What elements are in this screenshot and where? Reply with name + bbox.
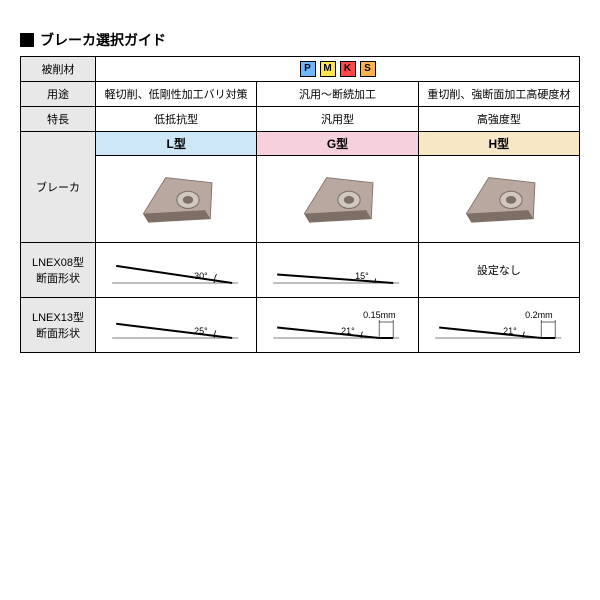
title-bullet-icon <box>20 33 34 47</box>
cross-section-icon: 15° <box>261 247 413 291</box>
lnex13-cell-0: 25° <box>96 298 257 353</box>
table-row-lnex08: LNEX08型 断面形状 30° 15° 設定なし <box>21 243 580 298</box>
row-label-material: 被削材 <box>21 57 96 82</box>
feature-cell-1: 汎用型 <box>257 107 418 132</box>
cross-section-icon: 25° <box>100 302 252 346</box>
material-badge-k: K <box>340 61 356 77</box>
svg-text:30°: 30° <box>194 271 208 281</box>
breaker-img-cell-2 <box>418 156 579 243</box>
cross-section-icon: 21° 0.2mm <box>423 302 575 346</box>
feature-cell-2: 高強度型 <box>418 107 579 132</box>
table-row-breaker-img <box>21 156 580 243</box>
material-badge-p: P <box>300 61 316 77</box>
lnex13-cell-1: 21° 0.15mm <box>257 298 418 353</box>
cross-section-icon: 21° 0.15mm <box>261 302 413 346</box>
usage-cell-1: 汎用～断続加工 <box>257 82 418 107</box>
row-label-usage: 用途 <box>21 82 96 107</box>
material-badges-cell: PMKS <box>96 57 580 82</box>
usage-cell-0: 軽切削、低剛性加工バリ対策 <box>96 82 257 107</box>
lnex13-cell-2: 21° 0.2mm <box>418 298 579 353</box>
cross-section-icon: 30° <box>100 247 252 291</box>
type-header-2: H型 <box>418 132 579 156</box>
type-header-0: L型 <box>96 132 257 156</box>
lnex08-cell-0: 30° <box>96 243 257 298</box>
table-row-lnex13: LNEX13型 断面形状 25° 21° 0.15mm 21° 0.2mm <box>21 298 580 353</box>
usage-cell-2: 重切削、強断面加工高硬度材 <box>418 82 579 107</box>
breaker-img-cell-1 <box>257 156 418 243</box>
lnex08-cell-1: 15° <box>257 243 418 298</box>
table-row-feature: 特長 低抵抗型 汎用型 高強度型 <box>21 107 580 132</box>
breaker-guide-table: 被削材 PMKS 用途 軽切削、低剛性加工バリ対策 汎用～断続加工 重切削、強断… <box>20 56 580 353</box>
table-row-material: 被削材 PMKS <box>21 57 580 82</box>
row-label-breaker: ブレーカ <box>21 132 96 243</box>
svg-text:0.2mm: 0.2mm <box>525 310 553 320</box>
lnex08-cell-2: 設定なし <box>418 243 579 298</box>
material-badge-m: M <box>320 61 336 77</box>
table-row-usage: 用途 軽切削、低剛性加工バリ対策 汎用～断続加工 重切削、強断面加工高硬度材 <box>21 82 580 107</box>
feature-cell-0: 低抵抗型 <box>96 107 257 132</box>
svg-text:21°: 21° <box>503 326 517 336</box>
svg-text:21°: 21° <box>341 326 355 336</box>
title-text: ブレーカ選択ガイド <box>40 30 166 50</box>
svg-text:0.15mm: 0.15mm <box>363 310 396 320</box>
insert-icon <box>131 169 221 229</box>
insert-icon <box>292 169 382 229</box>
insert-icon <box>454 169 544 229</box>
section-title: ブレーカ選択ガイド <box>20 30 580 50</box>
row-label-lnex08: LNEX08型 断面形状 <box>21 243 96 298</box>
row-label-lnex13: LNEX13型 断面形状 <box>21 298 96 353</box>
table-row-type: ブレーカ L型 G型 H型 <box>21 132 580 156</box>
material-badge-s: S <box>360 61 376 77</box>
type-header-1: G型 <box>257 132 418 156</box>
svg-text:15°: 15° <box>355 271 369 281</box>
breaker-img-cell-0 <box>96 156 257 243</box>
svg-text:25°: 25° <box>194 326 208 336</box>
row-label-feature: 特長 <box>21 107 96 132</box>
no-setting-text: 設定なし <box>477 265 521 277</box>
